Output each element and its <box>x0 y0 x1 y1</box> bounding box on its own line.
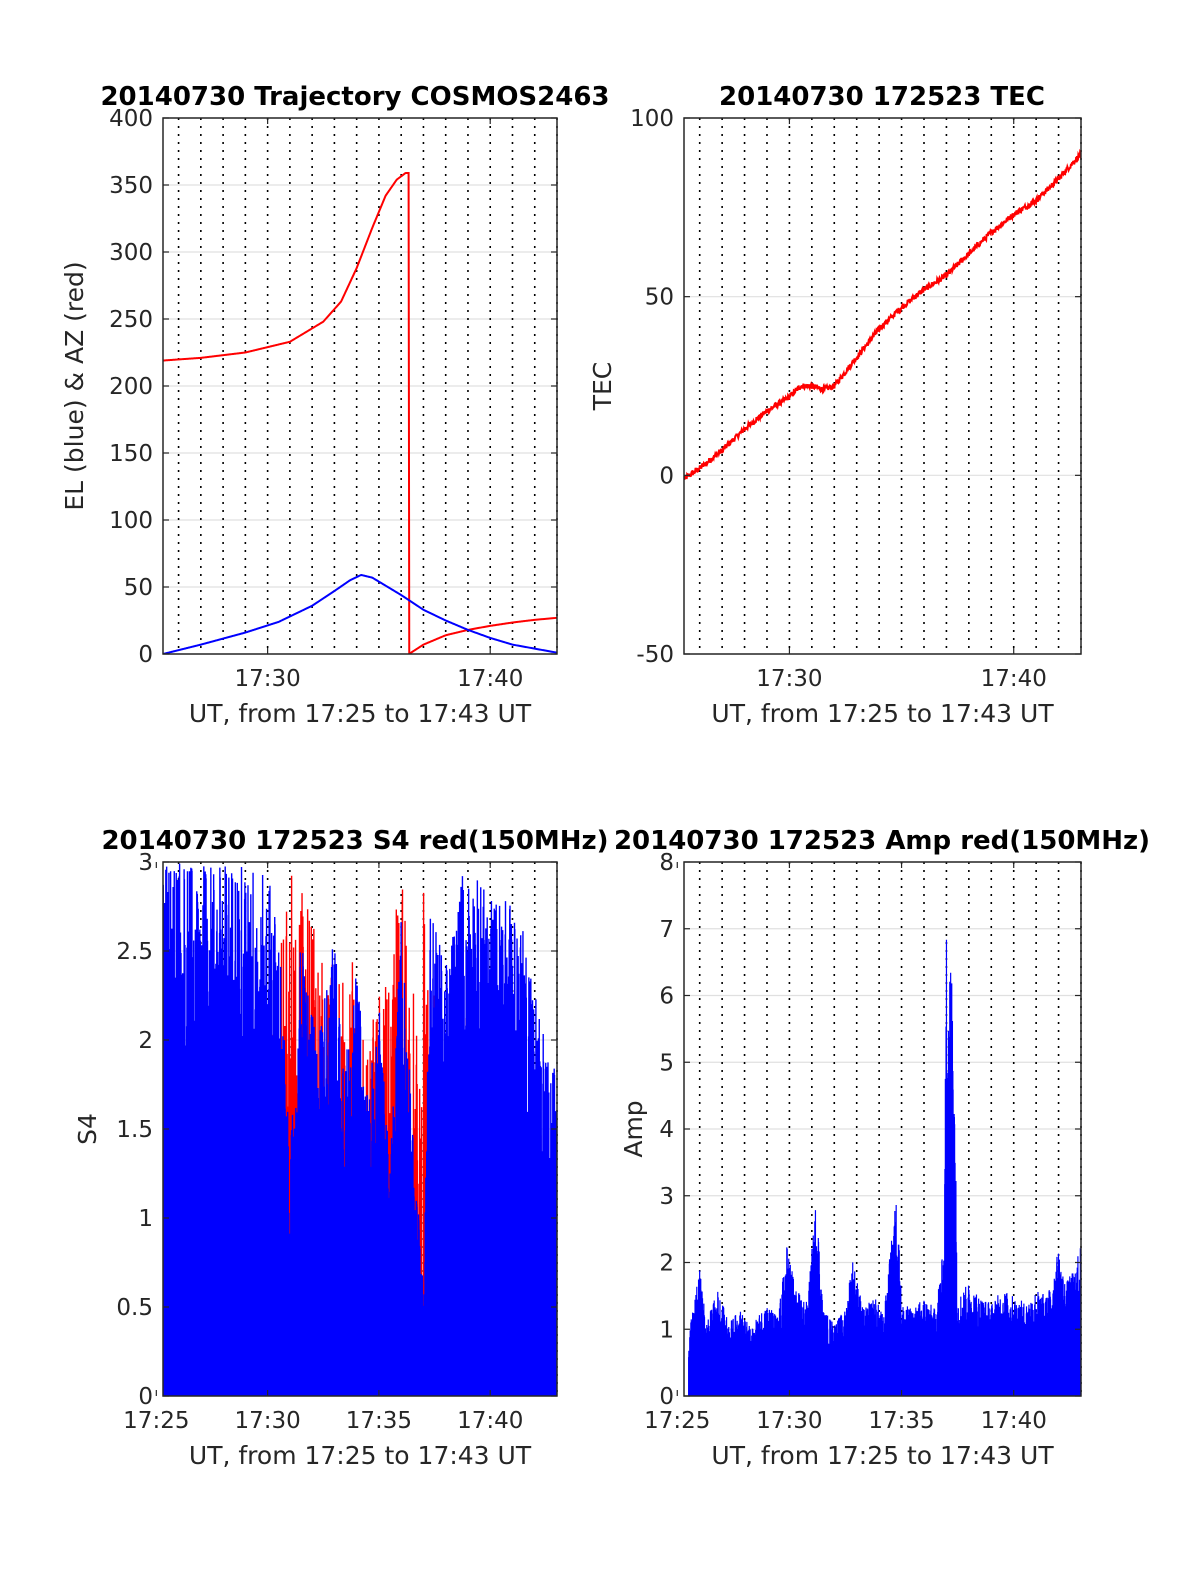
x-tick-label: 17:30 <box>234 666 300 692</box>
y-tick-label: 2 <box>138 1028 153 1054</box>
x-tick-label: 17:35 <box>346 1408 412 1434</box>
y-tick-label: 0 <box>659 463 674 489</box>
x-tick-label: 17:40 <box>457 666 523 692</box>
y-tick-label: 7 <box>659 917 674 943</box>
y-tick-label: 8 <box>659 850 674 876</box>
y-tick-label: 3 <box>138 850 153 876</box>
subplot-4: 0 1 2 3 4 5 6 7 8 17:25 17:30 17:35 17:40 20140730 17… <box>614 826 1150 1470</box>
plot-area <box>163 171 557 654</box>
chart-title: 20140730 172523 S4 red(150MHz) <box>101 826 608 856</box>
y-axis-label: S4 <box>73 1113 102 1145</box>
x-tick-label: 17:35 <box>868 1408 934 1434</box>
y-tick-label: 3 <box>659 1184 674 1210</box>
y-tick-label: 0 <box>138 1384 153 1410</box>
x-tick-label: 17:30 <box>756 1408 822 1434</box>
plot-area <box>684 922 1081 1396</box>
y-tick-label: 100 <box>630 106 674 132</box>
x-tick-label: 17:25 <box>644 1408 710 1434</box>
x-tick-label: 17:40 <box>981 1408 1047 1434</box>
y-tick-label: 250 <box>109 307 153 333</box>
series-spikes-blue <box>163 863 557 1396</box>
chart-title: 20140730 172523 Amp red(150MHz) <box>614 826 1150 856</box>
y-tick-label: 150 <box>109 441 153 467</box>
plot-area <box>684 148 1081 480</box>
y-tick-label: 200 <box>109 374 153 400</box>
x-axis-label: UT, from 17:25 to 17:43 UT <box>711 1441 1054 1470</box>
y-tick-label: 1 <box>659 1317 674 1343</box>
y-tick-label: 50 <box>124 575 153 601</box>
series-line-blue <box>163 573 557 654</box>
chart-title: 20140730 Trajectory COSMOS2463 <box>100 82 609 112</box>
x-tick-label: 17:25 <box>123 1408 189 1434</box>
y-tick-label: 400 <box>109 106 153 132</box>
x-tick-label: 17:40 <box>457 1408 523 1434</box>
y-tick-label: 2 <box>659 1251 674 1277</box>
y-axis-label: EL (blue) & AZ (red) <box>60 261 89 510</box>
x-axis-label: UT, from 17:25 to 17:43 UT <box>711 699 1054 728</box>
y-tick-label: -50 <box>636 642 674 668</box>
y-axis-label: Amp <box>619 1100 648 1157</box>
x-tick-label: 17:30 <box>234 1408 300 1434</box>
y-tick-label: 0.5 <box>116 1295 153 1321</box>
y-tick-label: 0 <box>138 642 153 668</box>
y-tick-label: 2.5 <box>116 939 153 965</box>
series-line-red <box>684 148 1081 480</box>
plot-area <box>163 862 557 1396</box>
x-tick-label: 17:40 <box>981 666 1047 692</box>
x-axis-label: UT, from 17:25 to 17:43 UT <box>189 1441 532 1470</box>
y-tick-label: 1 <box>138 1206 153 1232</box>
x-tick-label: 17:30 <box>756 666 822 692</box>
subplot-2: -50 0 50 100 17:30 17:40 20140730 172523 TEC UT… <box>588 82 1082 728</box>
y-tick-label: 100 <box>109 508 153 534</box>
subplot-1: 0 50 100 150 200 250 300 350 400 17:30 17:40 201407… <box>60 82 610 728</box>
y-tick-label: 5 <box>659 1050 674 1076</box>
y-tick-label: 350 <box>109 173 153 199</box>
y-tick-label: 6 <box>659 984 674 1010</box>
y-tick-label: 0 <box>659 1384 674 1410</box>
subplot-3: 0 0.5 1 1.5 2 2.5 3 17:25 17:30 17:35 17:40 2014073… <box>73 826 609 1470</box>
chart-title: 20140730 172523 TEC <box>719 82 1045 112</box>
y-tick-label: 300 <box>109 240 153 266</box>
axes-box <box>683 117 1082 655</box>
y-tick-label: 50 <box>645 285 674 311</box>
series-spikes-blue <box>688 939 1081 1396</box>
y-tick-label: 1.5 <box>116 1117 153 1143</box>
y-tick-label: 4 <box>659 1117 674 1143</box>
y-axis-label: TEC <box>588 362 617 412</box>
x-axis-label: UT, from 17:25 to 17:43 UT <box>189 699 532 728</box>
series-line-red <box>163 171 557 654</box>
